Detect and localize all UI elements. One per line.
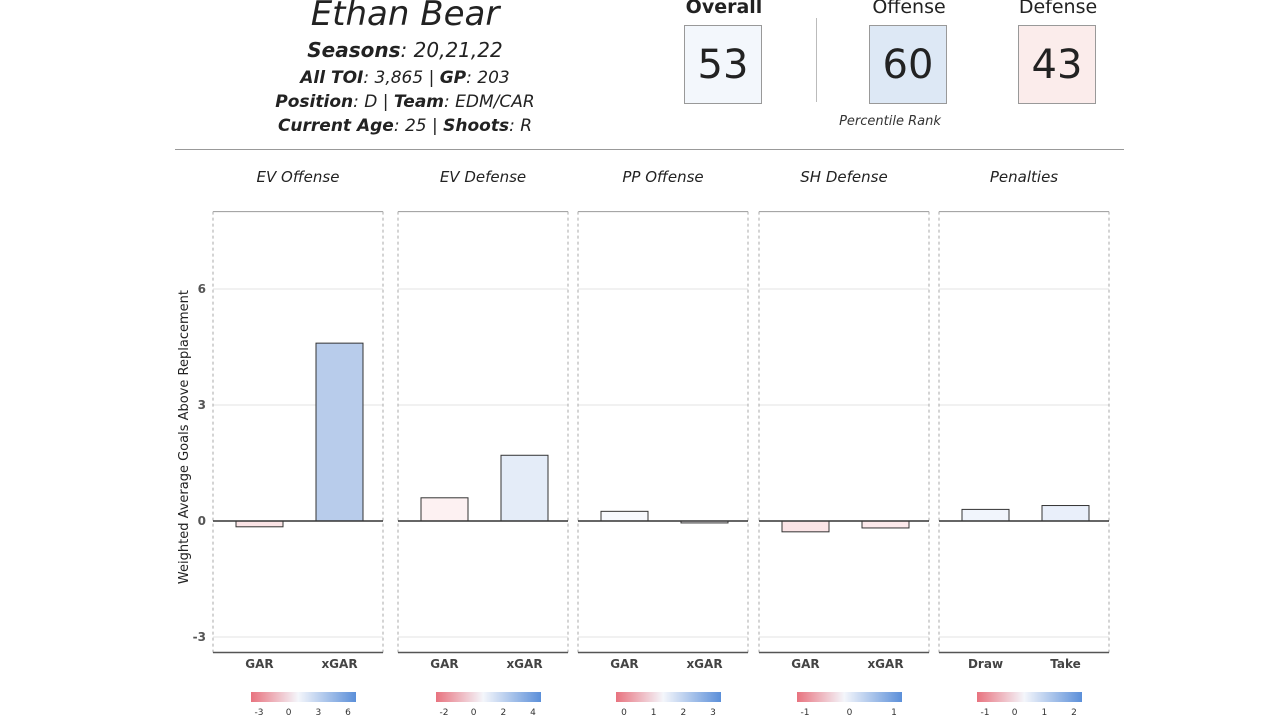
- rating-divider: [816, 18, 817, 102]
- overall-label: Overall: [685, 0, 763, 18]
- position-value: : D |: [353, 92, 394, 112]
- legend-tick-label: 1: [651, 708, 657, 718]
- bar-take: [1041, 505, 1090, 522]
- legend-tick-label: 4: [530, 708, 536, 718]
- defense-rating-card: 43: [1018, 25, 1096, 104]
- y-tick-label: 6: [198, 282, 206, 296]
- seasons-line: Seasons: 20,21,22: [200, 38, 610, 62]
- overall-rating-card: 53: [684, 25, 762, 104]
- toi-line: All TOI: 3,865 | GP: 203: [200, 68, 610, 88]
- percentile-caption: Percentile Rank: [839, 114, 941, 129]
- legend-colorbar: [436, 692, 541, 702]
- y-tick-label: 0: [198, 514, 206, 528]
- x-tick-label: GAR: [430, 657, 458, 671]
- bar-xgar: [315, 342, 364, 522]
- seasons-value: : 20,21,22: [400, 38, 503, 62]
- x-tick-label: xGAR: [686, 657, 722, 671]
- legend-tick-label: 1: [1041, 708, 1047, 718]
- legend-tick-label: 0: [1012, 708, 1018, 718]
- legend-colorbar: [977, 692, 1082, 702]
- legend-tick-label: 2: [1071, 708, 1077, 718]
- bar-draw: [961, 508, 1010, 522]
- gp-label: GP: [439, 68, 467, 88]
- legend-tick-label: 0: [621, 708, 627, 718]
- bar-xgar: [500, 454, 549, 522]
- legend-colorbar: [251, 692, 356, 702]
- seasons-label: Seasons: [307, 38, 401, 62]
- age-label: Current Age: [277, 116, 394, 136]
- y-tick-label: -3: [193, 630, 206, 644]
- bar-gar: [420, 497, 469, 522]
- x-tick-label: Take: [1050, 657, 1081, 671]
- y-tick-label: 3: [198, 398, 206, 412]
- bar-gar: [235, 520, 284, 528]
- shoots-label: Shoots: [443, 116, 510, 136]
- shoots-value: : R: [509, 116, 533, 136]
- legend-tick-label: -2: [440, 708, 449, 718]
- age-value: : 25 |: [393, 116, 444, 136]
- position-label: Position: [275, 92, 354, 112]
- legend-tick-label: 6: [345, 708, 351, 718]
- x-tick-label: GAR: [610, 657, 638, 671]
- offense-label: Offense: [872, 0, 946, 18]
- y-axis-label: Weighted Average Goals Above Replacement: [177, 290, 192, 584]
- bar-xgar: [861, 520, 910, 529]
- age-line: Current Age: 25 | Shoots: R: [200, 116, 610, 136]
- panel-title: EV Offense: [257, 168, 340, 186]
- legend-tick-label: 1: [891, 708, 897, 718]
- legend-tick-label: 0: [847, 708, 853, 718]
- legend-tick-label: 0: [471, 708, 477, 718]
- header-separator: [175, 149, 1124, 150]
- legend-tick-label: -1: [981, 708, 990, 718]
- panel-title: PP Offense: [622, 168, 703, 186]
- legend-colorbar: [797, 692, 902, 702]
- team-value: : EDM/CAR: [444, 92, 535, 112]
- defense-label: Defense: [1018, 0, 1098, 18]
- position-line: Position: D | Team: EDM/CAR: [200, 92, 610, 112]
- x-tick-label: GAR: [791, 657, 819, 671]
- x-tick-label: Draw: [968, 657, 1003, 671]
- x-tick-label: xGAR: [506, 657, 542, 671]
- bar-gar: [781, 520, 830, 533]
- legend-tick-label: -1: [801, 708, 810, 718]
- panel-title: Penalties: [990, 168, 1058, 186]
- toi-label: All TOI: [300, 68, 364, 88]
- legend-colorbar: [616, 692, 721, 702]
- gp-value: : 203: [466, 68, 510, 88]
- x-tick-label: xGAR: [321, 657, 357, 671]
- panel-title: EV Defense: [440, 168, 526, 186]
- legend-tick-label: 3: [710, 708, 716, 718]
- legend-tick-label: 0: [286, 708, 292, 718]
- panel-title: SH Defense: [800, 168, 887, 186]
- x-tick-label: GAR: [245, 657, 273, 671]
- legend-tick-label: 2: [500, 708, 506, 718]
- legend-tick-label: 3: [315, 708, 321, 718]
- x-tick-label: xGAR: [867, 657, 903, 671]
- bar-gar: [600, 510, 649, 522]
- offense-rating-card: 60: [869, 25, 947, 104]
- team-label: Team: [393, 92, 445, 112]
- legend-tick-label: 2: [680, 708, 686, 718]
- player-name: Ethan Bear: [310, 0, 500, 34]
- toi-value: : 3,865 |: [363, 68, 440, 88]
- legend-tick-label: -3: [255, 708, 264, 718]
